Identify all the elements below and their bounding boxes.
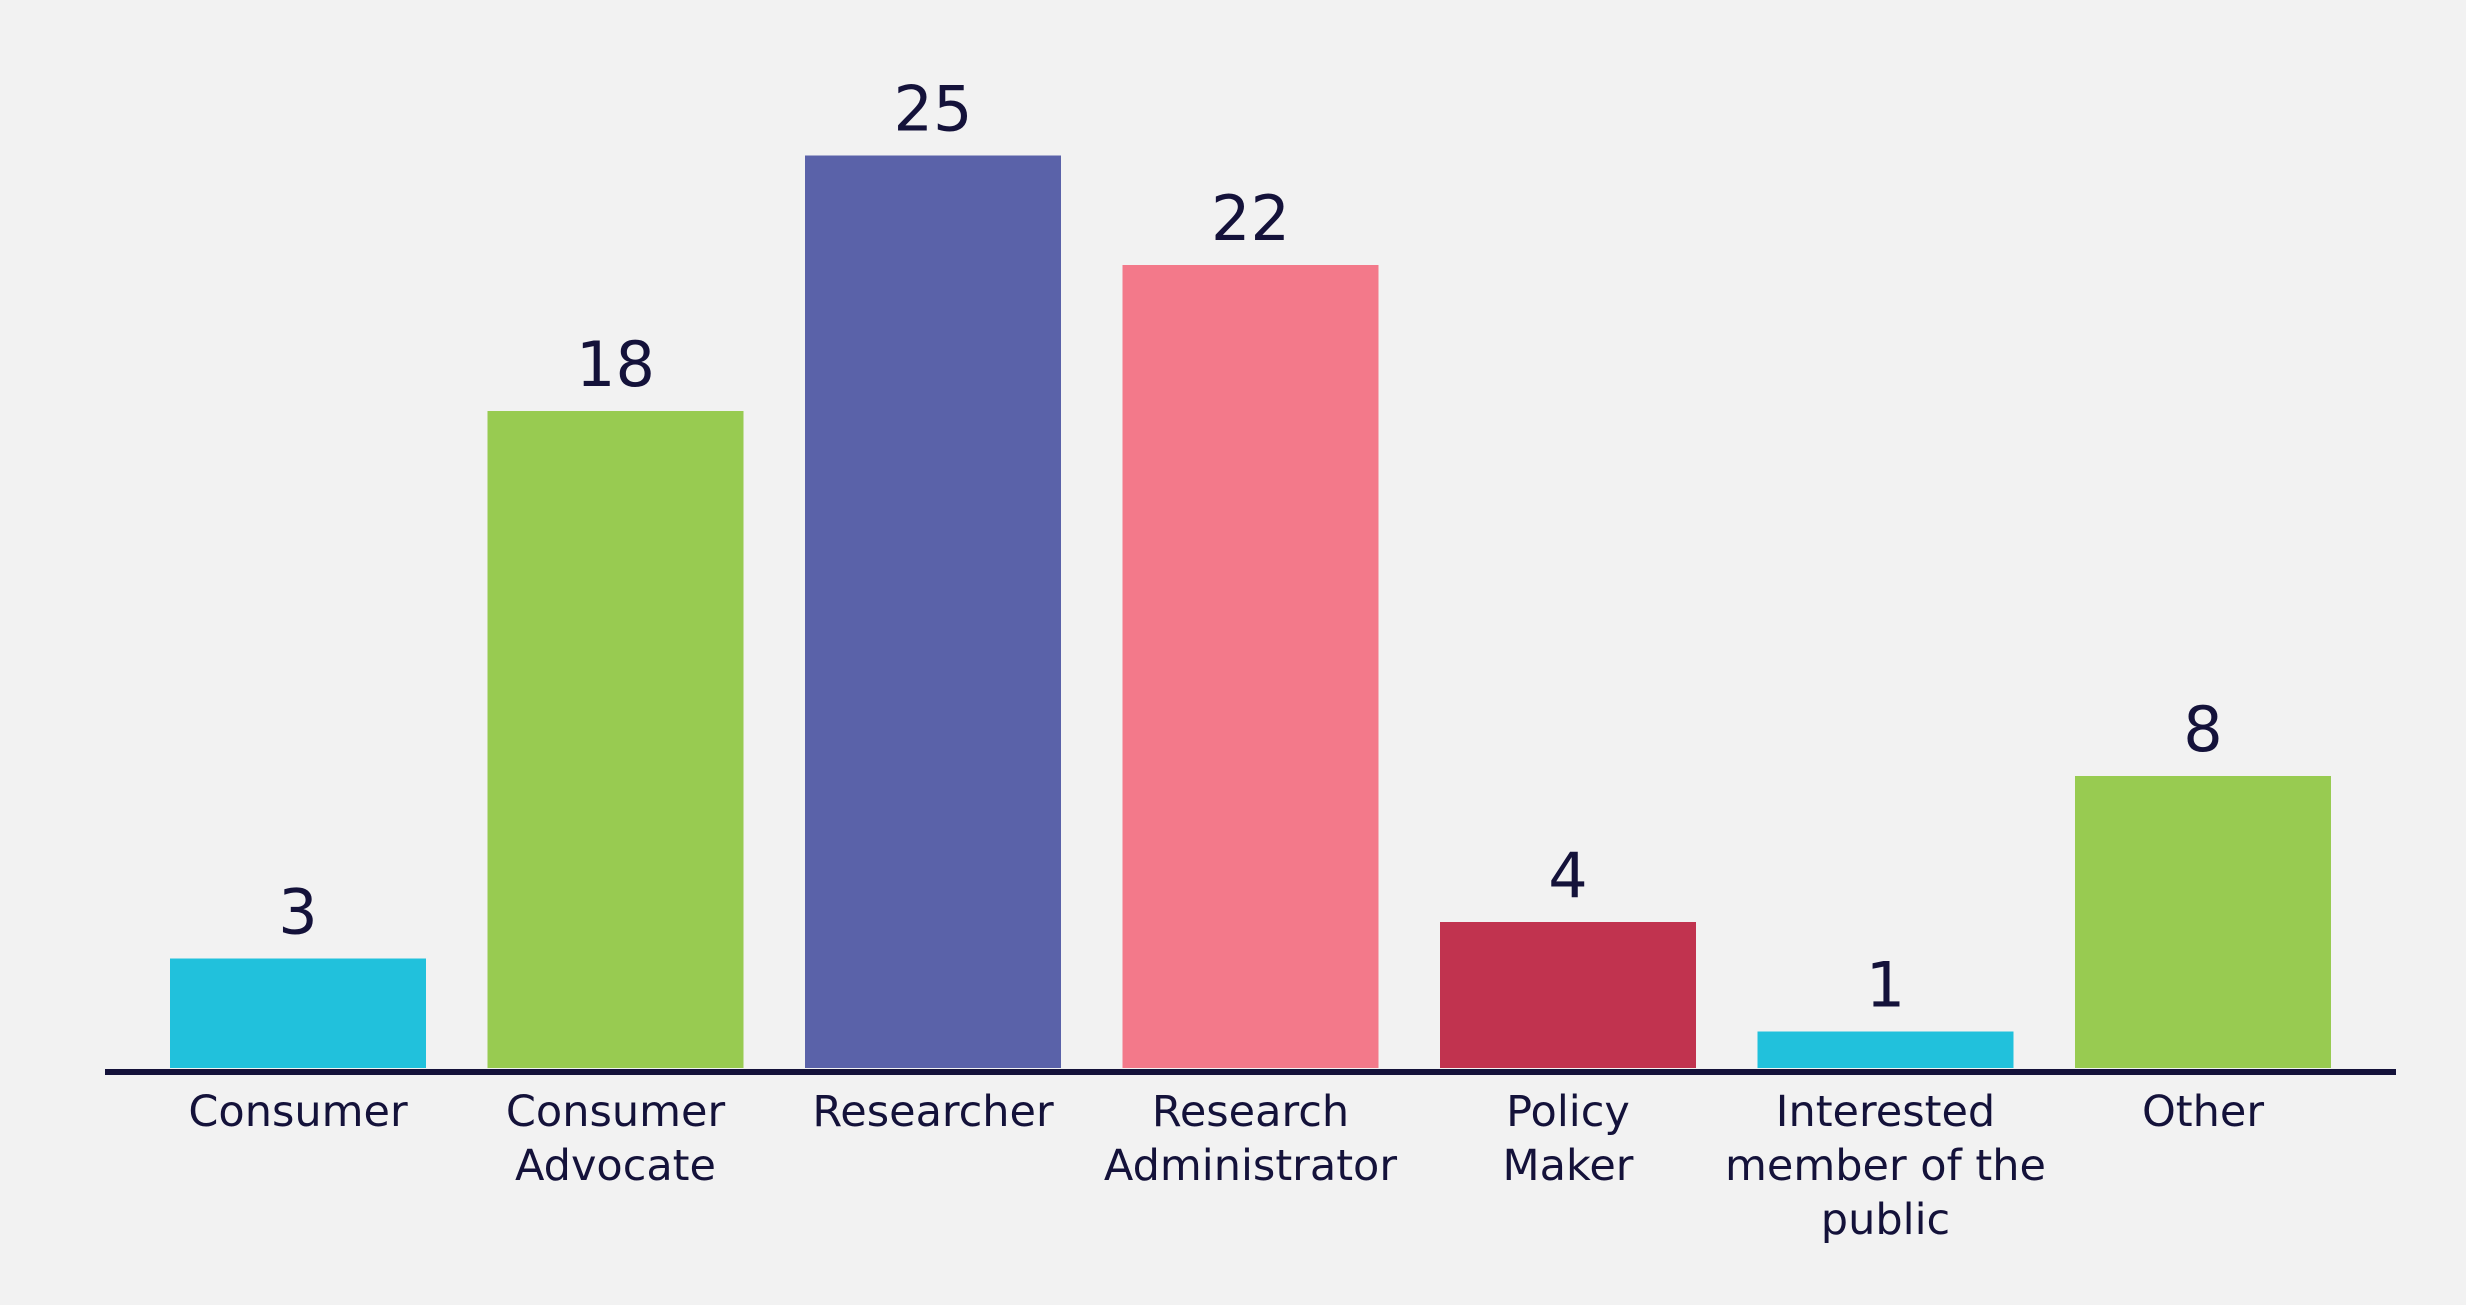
bar-7 — [2075, 776, 2331, 1068]
value-label-3: 25 — [894, 73, 973, 146]
value-label-4: 22 — [1211, 182, 1290, 255]
category-label-3: Researcher — [812, 1087, 1054, 1137]
category-label-line: public — [1821, 1195, 1950, 1245]
category-label-2: Consumer Advocate — [506, 1087, 726, 1191]
bar-2 — [487, 411, 744, 1068]
bar-1 — [170, 958, 426, 1068]
category-label-line: member of the — [1725, 1141, 2046, 1191]
category-label-line: Interested — [1776, 1087, 1995, 1137]
category-label-line: Policy — [1506, 1087, 1630, 1137]
category-label-line: Maker — [1503, 1141, 1634, 1191]
category-label-line: Consumer — [188, 1087, 408, 1137]
category-label-line: Consumer — [506, 1087, 726, 1137]
category-label-line: Researcher — [812, 1087, 1054, 1137]
category-label-4: Research Administrator — [1104, 1087, 1397, 1191]
bar-4 — [1122, 265, 1379, 1068]
bar-6 — [1757, 1031, 2014, 1068]
bar-3 — [805, 155, 1061, 1068]
category-label-line: Other — [2142, 1087, 2264, 1137]
category-label-line: Advocate — [515, 1141, 716, 1191]
category-label-5: Policy Maker — [1503, 1087, 1634, 1191]
category-label-1: Consumer — [188, 1087, 408, 1137]
category-label-7: Other — [2142, 1087, 2264, 1137]
bar-5 — [1440, 922, 1696, 1068]
category-label-line: Research — [1152, 1087, 1349, 1137]
value-label-1: 3 — [278, 876, 317, 949]
bars-group — [170, 155, 2331, 1068]
value-label-7: 8 — [2183, 693, 2222, 766]
value-label-6: 1 — [1866, 949, 1905, 1022]
category-label-6: Interested member of the public — [1725, 1087, 2046, 1245]
value-label-2: 18 — [576, 328, 655, 401]
value-label-5: 4 — [1548, 839, 1587, 912]
category-label-line: Administrator — [1104, 1141, 1397, 1191]
